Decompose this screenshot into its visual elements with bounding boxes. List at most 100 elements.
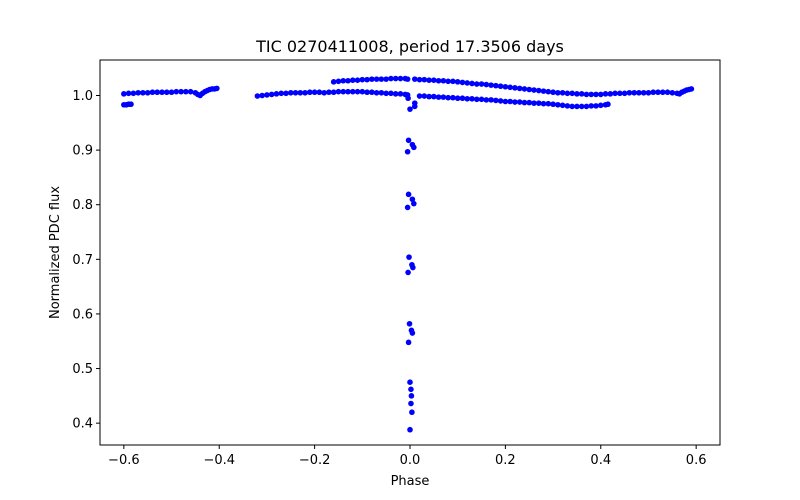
x-tick-label: 0.6 — [686, 453, 707, 468]
data-point — [411, 200, 417, 207]
data-point — [178, 88, 184, 95]
data-point — [340, 77, 347, 84]
data-point — [292, 89, 299, 96]
x-axis-ticks: −0.6 −0.4 −0.2 0.0 0.2 0.4 0.6 — [108, 445, 706, 468]
data-point — [531, 87, 537, 93]
data-point — [297, 89, 304, 96]
data-point — [669, 89, 676, 96]
data-point — [497, 83, 504, 90]
data-point — [488, 97, 494, 103]
data-point — [409, 409, 415, 416]
data-point — [512, 99, 518, 105]
data-point — [405, 339, 412, 346]
data-point — [273, 91, 280, 97]
data-point — [578, 103, 585, 110]
data-point — [454, 79, 461, 85]
data-point — [431, 93, 437, 100]
data-point — [440, 77, 447, 84]
data-point — [369, 76, 375, 82]
data-point — [183, 88, 189, 95]
data-point — [502, 83, 509, 90]
data-point — [540, 88, 547, 94]
data-point — [526, 86, 533, 93]
data-point — [404, 148, 411, 155]
data-point — [588, 91, 595, 98]
data-point — [268, 91, 275, 98]
data-point — [278, 90, 285, 97]
data-point — [316, 89, 323, 96]
data-point — [617, 90, 623, 97]
data-point — [383, 76, 389, 82]
data-point — [154, 89, 161, 96]
data-point — [569, 90, 575, 97]
data-point — [335, 78, 342, 85]
data-point — [535, 87, 542, 94]
data-point — [405, 269, 411, 276]
data-point — [583, 103, 590, 110]
data-point — [264, 92, 270, 98]
data-point — [397, 75, 404, 82]
data-point — [140, 89, 146, 96]
data-point — [650, 89, 657, 96]
data-point — [435, 94, 442, 100]
data-point — [521, 99, 528, 106]
x-tick-label: −0.2 — [299, 453, 331, 468]
data-point — [450, 78, 456, 85]
y-tick-label: 0.9 — [72, 144, 93, 159]
data-point — [454, 95, 461, 102]
data-point — [378, 76, 385, 82]
data-point — [283, 90, 289, 97]
data-point — [507, 98, 513, 105]
data-point — [406, 254, 412, 260]
data-point — [659, 89, 666, 96]
data-point — [555, 101, 561, 108]
data-point — [473, 96, 480, 103]
data-point — [569, 103, 575, 110]
data-point — [406, 320, 413, 327]
data-point — [493, 82, 499, 89]
data-point — [545, 100, 552, 107]
data-point — [359, 76, 366, 83]
data-point — [405, 137, 412, 144]
data-point — [445, 78, 451, 85]
data-point — [497, 98, 504, 104]
data-point — [130, 90, 137, 97]
data-point — [408, 400, 414, 407]
x-tick-label: −0.6 — [108, 453, 140, 468]
data-point — [640, 89, 647, 96]
data-point — [411, 103, 418, 110]
data-point — [545, 88, 552, 95]
data-point — [408, 386, 414, 393]
data-point — [578, 91, 585, 97]
data-point — [125, 90, 132, 97]
data-point — [426, 77, 432, 84]
data-point — [559, 102, 566, 109]
data-point — [550, 101, 556, 108]
plot-frame — [99, 59, 721, 446]
data-point — [407, 106, 413, 112]
data-point — [426, 93, 432, 100]
data-point — [409, 196, 416, 203]
data-point — [349, 77, 356, 84]
data-point — [311, 89, 318, 96]
data-point — [388, 90, 394, 97]
data-point — [364, 76, 370, 83]
data-point — [397, 91, 404, 97]
data-point — [421, 93, 428, 99]
y-tick-label: 0.4 — [72, 417, 93, 432]
data-point — [405, 95, 411, 102]
data-point — [664, 89, 671, 96]
data-point — [559, 89, 566, 96]
data-point — [550, 89, 556, 96]
data-point — [168, 89, 175, 96]
data-point — [459, 95, 466, 102]
data-point — [159, 89, 165, 96]
data-point — [431, 77, 437, 84]
y-tick-label: 0.6 — [72, 307, 93, 322]
data-point — [373, 89, 380, 96]
data-point — [287, 89, 294, 96]
data-point — [326, 89, 332, 96]
data-point — [345, 77, 351, 84]
data-point — [410, 264, 416, 271]
data-point — [173, 88, 180, 95]
